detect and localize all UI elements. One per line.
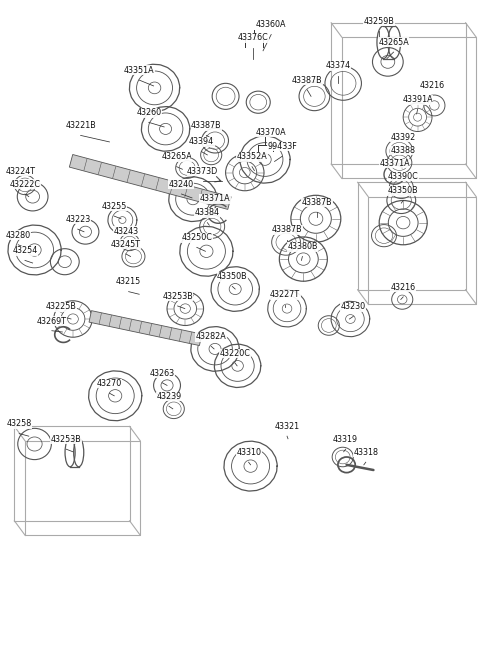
- Text: 43371A: 43371A: [379, 159, 410, 168]
- Text: 43387B: 43387B: [272, 225, 302, 234]
- Text: 43270: 43270: [97, 379, 122, 388]
- Text: 43380B: 43380B: [287, 242, 318, 251]
- Text: 43376C: 43376C: [238, 33, 268, 42]
- Text: 43350B: 43350B: [388, 186, 419, 195]
- Text: 43360A: 43360A: [256, 20, 287, 29]
- Text: 43371A: 43371A: [200, 194, 230, 203]
- Text: 43223: 43223: [65, 215, 90, 224]
- Text: 43387B: 43387B: [301, 198, 332, 207]
- Text: 43373D: 43373D: [187, 167, 218, 176]
- Text: 43351A: 43351A: [124, 66, 155, 75]
- Text: 43384: 43384: [195, 208, 220, 217]
- Text: 43258: 43258: [7, 419, 32, 428]
- Polygon shape: [69, 154, 231, 210]
- Text: 43245T: 43245T: [111, 240, 141, 249]
- Text: 43265A: 43265A: [161, 152, 192, 161]
- Text: 43391A: 43391A: [402, 95, 433, 104]
- Text: 43255: 43255: [102, 202, 127, 211]
- Text: 43227T: 43227T: [270, 290, 300, 299]
- Text: 43239: 43239: [156, 392, 181, 401]
- Text: 43352A: 43352A: [237, 152, 267, 161]
- Text: 43250C: 43250C: [181, 233, 212, 242]
- Text: 43260: 43260: [136, 108, 161, 117]
- Text: 43280: 43280: [6, 230, 31, 240]
- Text: 43222C: 43222C: [10, 180, 40, 189]
- Text: 43221B: 43221B: [65, 121, 96, 130]
- Text: 43321: 43321: [275, 422, 300, 431]
- Text: 43225B: 43225B: [46, 302, 77, 311]
- Text: 43263: 43263: [150, 368, 175, 378]
- Text: 43216: 43216: [420, 81, 444, 90]
- Text: 43318: 43318: [353, 448, 378, 457]
- Text: 43215: 43215: [116, 277, 141, 286]
- Text: 43390C: 43390C: [388, 172, 419, 181]
- Text: 43230: 43230: [341, 302, 366, 311]
- Text: 43374: 43374: [326, 61, 351, 70]
- Text: 43370A: 43370A: [256, 128, 287, 137]
- Text: 43392: 43392: [391, 133, 416, 142]
- Text: 43243: 43243: [113, 227, 138, 236]
- Text: 43387B: 43387B: [292, 76, 323, 85]
- Text: 43216: 43216: [391, 283, 416, 292]
- Text: 43265A: 43265A: [378, 38, 409, 47]
- Text: 43310: 43310: [236, 448, 261, 457]
- Text: 43350B: 43350B: [217, 272, 248, 281]
- Text: 43282A: 43282A: [196, 332, 227, 341]
- Text: 43253B: 43253B: [51, 435, 82, 444]
- Text: 43394: 43394: [189, 137, 214, 146]
- Polygon shape: [89, 311, 202, 346]
- Text: 43220C: 43220C: [220, 349, 251, 358]
- Text: 43253B: 43253B: [162, 292, 193, 301]
- Text: 43387B: 43387B: [191, 121, 222, 130]
- Text: 43259B: 43259B: [364, 17, 395, 26]
- Text: 43269T: 43269T: [37, 316, 67, 326]
- Text: 43224T: 43224T: [5, 167, 35, 176]
- Text: 43319: 43319: [333, 435, 358, 444]
- Text: 43388: 43388: [391, 146, 416, 155]
- Text: 43254: 43254: [12, 246, 37, 255]
- Text: 43240: 43240: [169, 180, 194, 189]
- Text: 99433F: 99433F: [267, 142, 297, 151]
